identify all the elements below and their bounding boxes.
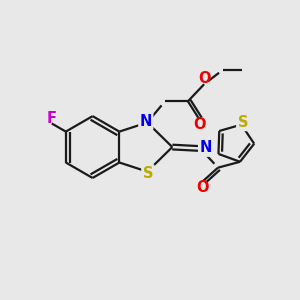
- Text: S: S: [238, 115, 248, 130]
- Text: O: O: [196, 180, 209, 195]
- Text: O: O: [199, 71, 211, 86]
- Text: N: N: [200, 140, 212, 155]
- Text: S: S: [142, 166, 153, 181]
- Text: N: N: [140, 113, 152, 128]
- Text: O: O: [194, 117, 206, 132]
- Text: N: N: [200, 141, 212, 156]
- Text: F: F: [47, 111, 57, 126]
